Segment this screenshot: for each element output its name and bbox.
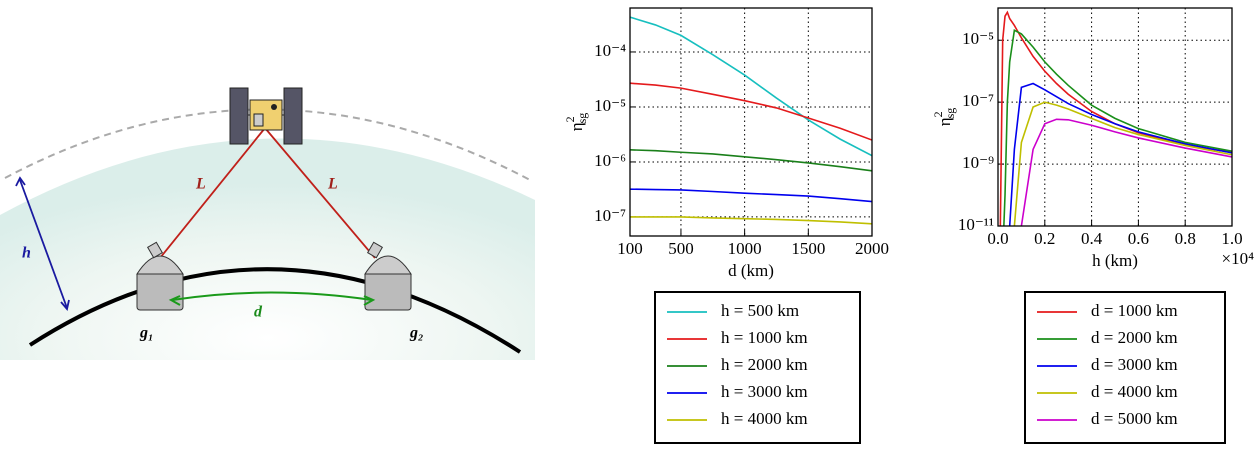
y-axis-label-part: η xyxy=(567,122,586,131)
arrow-head xyxy=(15,176,70,311)
legend-label: d = 5000 km xyxy=(1091,409,1178,428)
legend-box xyxy=(1024,291,1226,444)
legend-label: h = 1000 km xyxy=(721,328,808,347)
y-tick-label: 10⁻⁵ xyxy=(962,29,994,48)
legend-box xyxy=(654,291,861,444)
legend-label: d = 4000 km xyxy=(1091,382,1178,401)
y-tick-label: 10⁻⁹ xyxy=(962,153,994,172)
line xyxy=(1008,82,1232,226)
atmosphere xyxy=(0,138,535,360)
y-tick-label: 10⁻⁴ xyxy=(594,41,626,60)
station-label: g₂ xyxy=(409,325,424,342)
x-tick-label: 0.4 xyxy=(1081,229,1103,248)
legend-label: d = 3000 km xyxy=(1091,355,1178,374)
x-offset-label: ×10⁴ xyxy=(1221,249,1254,268)
x-tick-label: 2000 xyxy=(855,239,889,258)
height-arrow xyxy=(19,179,68,309)
x-tick-label: 0.0 xyxy=(987,229,1008,248)
line xyxy=(630,82,872,141)
line xyxy=(630,188,872,203)
line xyxy=(1013,101,1232,226)
legend-label: d = 2000 km xyxy=(1091,328,1178,347)
station-label: g₁ xyxy=(139,325,154,342)
x-tick-label: 500 xyxy=(668,239,694,258)
x-tick-label: 1500 xyxy=(791,239,825,258)
x-tick-label: 100 xyxy=(617,239,643,258)
plot-frame xyxy=(629,7,873,237)
y-axis-label-part: 2 xyxy=(563,116,577,122)
x-axis-label: h (km) xyxy=(1092,251,1138,270)
y-tick-label: 10⁻⁶ xyxy=(594,151,626,170)
x-tick-label: 0.8 xyxy=(1175,229,1196,248)
plot-frame xyxy=(997,7,1233,227)
y-tick-label: 10⁻⁷ xyxy=(962,91,994,110)
height-label: h xyxy=(22,245,31,262)
distance-arrow xyxy=(171,291,373,301)
legend-label: h = 2000 km xyxy=(721,355,808,374)
y-tick-label: 10⁻⁵ xyxy=(594,96,626,115)
y-axis-label-part: η xyxy=(935,117,954,126)
link-label: L xyxy=(195,176,206,193)
line xyxy=(630,16,872,157)
y-axis-label-part: sg xyxy=(943,108,957,119)
line xyxy=(630,149,872,172)
legend-label: h = 4000 km xyxy=(721,409,808,428)
link-label: L xyxy=(327,176,338,193)
distance-label: d xyxy=(254,304,263,321)
x-tick-label: 0.6 xyxy=(1128,229,1149,248)
y-axis-label-part: sg xyxy=(575,113,589,124)
earth-surface xyxy=(28,267,522,354)
legend-label: d = 1000 km xyxy=(1091,301,1178,320)
arrow-head xyxy=(168,295,376,306)
y-tick-label: 10⁻⁷ xyxy=(594,206,626,225)
line xyxy=(1020,118,1232,226)
legend-label: h = 3000 km xyxy=(721,382,808,401)
x-tick-label: 1.0 xyxy=(1221,229,1242,248)
line xyxy=(630,216,872,225)
link xyxy=(264,127,376,259)
y-axis-label: η2sg xyxy=(563,113,589,132)
legend-label: h = 500 km xyxy=(721,301,799,320)
satellite xyxy=(229,87,303,145)
y-axis-label-part: 2 xyxy=(931,111,945,117)
diagram: L L h d g₁ g₂ xyxy=(0,87,535,360)
y-axis-label: η2sg xyxy=(931,108,957,127)
x-tick-label: 1000 xyxy=(728,239,762,258)
x-tick-label: 0.2 xyxy=(1034,229,1055,248)
y-tick-label: 10⁻¹¹ xyxy=(958,215,994,234)
ground-station xyxy=(364,241,412,311)
link xyxy=(159,127,266,259)
x-axis-label: d (km) xyxy=(728,261,774,280)
line xyxy=(1003,29,1232,226)
